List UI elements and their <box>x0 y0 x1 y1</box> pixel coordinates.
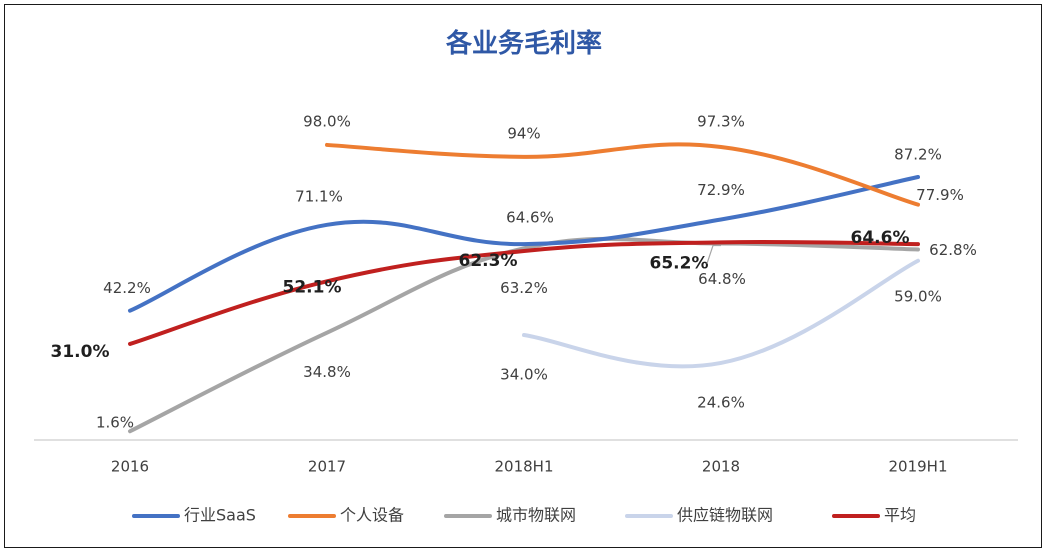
data-label-0-1: 71.1% <box>295 187 343 205</box>
series-line-0 <box>128 175 920 313</box>
data-label-3-2: 34.0% <box>500 366 548 384</box>
legend-label-3: 供应链物联网 <box>677 506 773 525</box>
data-label-2-4: 62.8% <box>929 241 977 259</box>
legend-label-1: 个人设备 <box>340 506 404 525</box>
x-tick-label-4: 2019H1 <box>889 458 948 476</box>
x-tick-label-3: 2018 <box>702 458 740 476</box>
data-label-3-3: 24.6% <box>697 393 745 411</box>
legend-label-2: 城市物联网 <box>496 506 576 525</box>
data-label-2-2: 63.2% <box>500 279 548 297</box>
legend-label-0: 行业SaaS <box>184 506 256 525</box>
chart-frame <box>4 4 1042 548</box>
data-label-2-0: 1.6% <box>96 414 134 432</box>
legend-label-4: 平均 <box>884 506 916 525</box>
data-label-0-0: 42.2% <box>103 279 151 297</box>
data-label-0-2: 64.6% <box>506 209 554 227</box>
data-label-1-3: 97.3% <box>697 113 745 131</box>
data-label-1-1: 98.0% <box>303 112 351 130</box>
data-label-0-4: 87.2% <box>894 146 942 164</box>
x-tick-label-0: 2016 <box>111 458 149 476</box>
chart-title: 各业务毛利率 <box>445 28 602 59</box>
data-label-4-4: 64.6% <box>851 228 910 248</box>
x-tick-label-2: 2018H1 <box>495 458 554 476</box>
series-line-2 <box>128 236 920 434</box>
data-label-4-1: 52.1% <box>283 277 342 297</box>
series-line-4 <box>128 239 920 346</box>
data-label-4-2: 62.3% <box>459 251 518 271</box>
data-label-0-3: 72.9% <box>697 181 745 199</box>
leader-line <box>706 244 721 264</box>
data-label-2-3: 64.8% <box>698 270 746 288</box>
x-tick-label-1: 2017 <box>308 458 346 476</box>
data-label-1-2: 94% <box>507 124 540 142</box>
series-line-3 <box>522 258 920 369</box>
data-label-1-4: 77.9% <box>916 186 964 204</box>
data-label-2-1: 34.8% <box>303 363 351 381</box>
data-label-4-0: 31.0% <box>51 342 110 362</box>
data-label-3-4: 59.0% <box>894 287 942 305</box>
data-label-4-3: 65.2% <box>650 253 709 273</box>
series-line-1 <box>325 142 920 207</box>
